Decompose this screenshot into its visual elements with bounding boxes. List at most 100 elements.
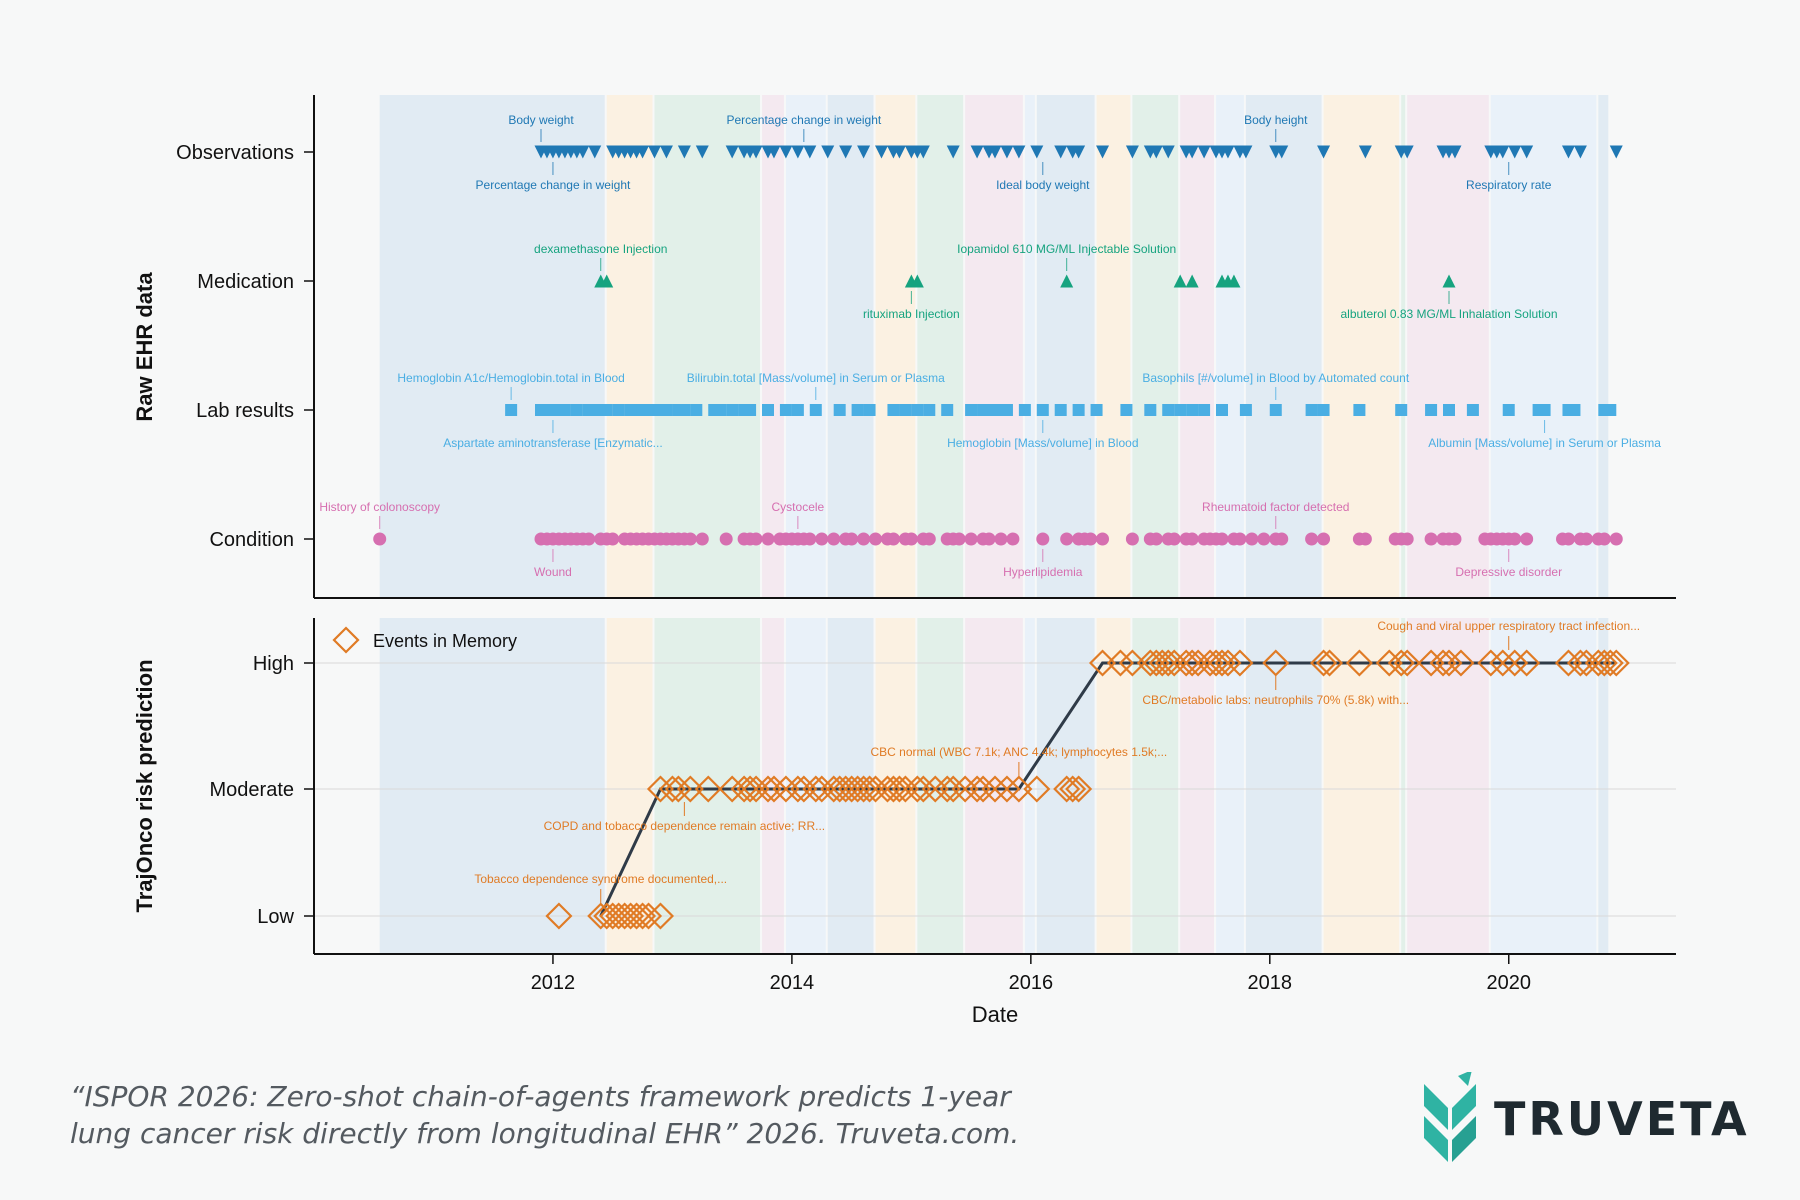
data-point (1609, 532, 1623, 546)
data-point (1226, 649, 1254, 677)
data-point (988, 145, 1002, 159)
data-point (970, 145, 984, 159)
data-point (1185, 532, 1199, 546)
annotation-label: COPD and tobacco dependence remain activ… (544, 819, 825, 833)
data-point (965, 404, 978, 416)
data-point (1596, 649, 1624, 677)
data-point (1520, 145, 1534, 159)
data-point (963, 775, 991, 803)
data-point (1149, 145, 1163, 159)
data-point (600, 404, 613, 416)
data-point (994, 532, 1008, 546)
x-tick-label: 2020 (1486, 972, 1531, 994)
data-point (857, 145, 871, 159)
data-point (505, 404, 518, 416)
data-point (1088, 649, 1117, 677)
annotation-label: Hyperlipidemia (1003, 565, 1083, 579)
data-point (1590, 649, 1618, 677)
data-point (1520, 532, 1534, 546)
data-point (1239, 404, 1252, 416)
citation-caption: “ISPOR 2026: Zero-shot chain-of-agents f… (70, 1078, 1070, 1152)
data-point (1448, 532, 1462, 546)
data-point (1000, 404, 1013, 416)
data-point (899, 404, 912, 416)
background-band (917, 95, 964, 598)
legend-marker (332, 626, 360, 654)
brand-name: TRUVETA (1494, 1092, 1750, 1146)
data-point (1353, 404, 1366, 416)
data-point (749, 145, 763, 159)
background-band (875, 95, 916, 598)
data-point (749, 532, 763, 546)
x-tick-label: 2012 (531, 972, 576, 994)
data-point (1257, 532, 1271, 546)
data-point (1538, 404, 1551, 416)
data-point (1148, 649, 1176, 677)
data-point (887, 404, 900, 416)
data-point (1448, 145, 1462, 159)
data-point (869, 532, 883, 546)
data-point (636, 145, 650, 159)
data-point (1185, 145, 1199, 159)
annotation-label: Body height (1244, 113, 1308, 127)
data-point (1096, 145, 1110, 159)
data-point (545, 902, 573, 930)
data-point (875, 145, 888, 159)
data-point (1561, 532, 1575, 546)
row-label: Lab results (196, 400, 294, 422)
data-point (1443, 404, 1455, 416)
annotation-label: Percentage change in weight (726, 113, 881, 127)
data-point (1400, 145, 1414, 159)
data-point (1597, 532, 1611, 546)
background-band (1024, 95, 1035, 598)
series-lab-results: Lab results Hemoglobin A1c/Hemoglobin.tot… (196, 371, 1661, 450)
data-point (714, 404, 727, 416)
data-point (648, 145, 661, 159)
data-point (658, 775, 686, 803)
annotation-label: CBC/metabolic labs: neutrophils 70% (5.8… (1142, 693, 1409, 707)
data-point (850, 775, 878, 803)
background-band (1024, 618, 1035, 954)
data-point (587, 902, 615, 930)
data-point (802, 775, 830, 803)
data-point (1136, 649, 1164, 677)
data-point (1233, 532, 1247, 546)
data-point (838, 775, 866, 803)
data-point (646, 775, 675, 803)
data-point (1161, 145, 1175, 159)
data-point (1604, 404, 1617, 416)
data-point (599, 902, 627, 930)
data-point (767, 145, 781, 159)
data-point (606, 532, 620, 546)
data-point (933, 775, 961, 803)
data-point (736, 775, 764, 803)
annotation-label: Cough and viral upper respiratory tract … (1377, 619, 1640, 633)
x-axis: 2012 2014 2016 2018 2020 Date (531, 954, 1531, 1027)
data-point (1584, 649, 1612, 677)
data-point (1173, 274, 1187, 288)
data-point (695, 145, 709, 159)
data-point (1036, 404, 1049, 416)
data-point (726, 404, 739, 416)
background-band (1096, 95, 1131, 598)
truveta-logo: TRUVETA (1418, 1068, 1748, 1168)
data-point (1060, 532, 1074, 546)
data-point (744, 404, 757, 416)
data-point (1208, 649, 1236, 677)
data-point (1059, 775, 1087, 803)
data-point (659, 145, 673, 159)
data-point (1006, 532, 1020, 546)
data-point (879, 775, 908, 803)
data-point (1245, 532, 1259, 546)
data-point (634, 902, 663, 930)
data-point (1221, 145, 1235, 159)
data-point (845, 532, 859, 546)
data-point (772, 775, 800, 803)
background-band (1490, 95, 1597, 598)
data-point (803, 532, 817, 546)
data-point (820, 775, 848, 803)
data-point (1305, 404, 1318, 416)
data-point (779, 145, 793, 159)
data-point (857, 532, 871, 546)
data-point (1023, 775, 1051, 803)
